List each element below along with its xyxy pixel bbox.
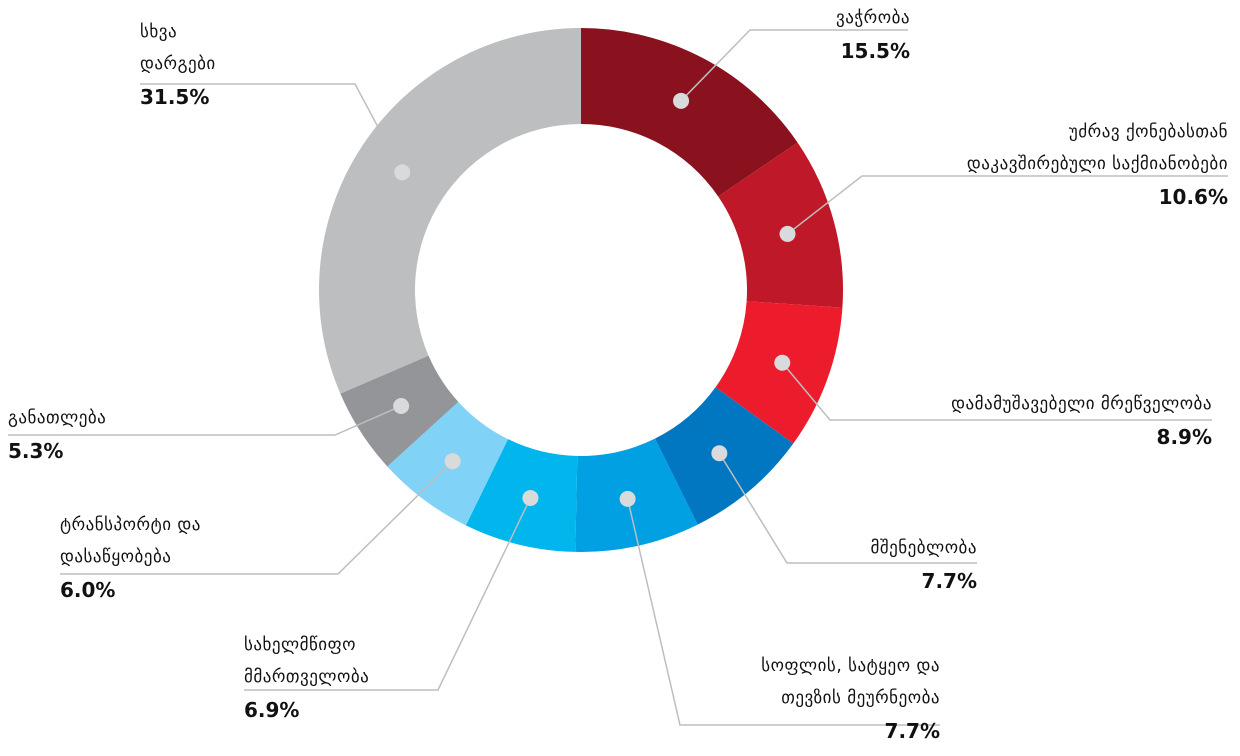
donut-segment [318,28,581,394]
segment-label: სოფლის, სატყეო და თევზის მეურნეობა 7.7% [761,650,940,748]
donut-segment [718,142,843,308]
donut-segment [715,301,843,444]
segment-label: ტრანსპორტი და დასაწყობება 6.0% [60,509,201,607]
leader-dot [673,92,690,109]
category-label: სახელმწიფო მმართველობა [244,635,370,687]
value-label: 8.9% [1156,425,1212,449]
value-label: 7.7% [884,719,940,743]
value-label: 6.9% [244,698,300,722]
segment-label: მშენებლობა 7.7% [870,532,977,598]
donut-segment [575,438,698,552]
leader-dot [711,445,728,462]
segment-label: დამამუშავებელი მრეწველობა 8.9% [951,388,1212,454]
category-label: ვაჭრობა [835,8,910,28]
leader-dot [394,164,411,181]
leader-line [626,498,940,726]
leader-line [718,452,977,564]
category-label: სოფლის, სატყეო და თევზის მეურნეობა [761,656,940,708]
donut-segment [581,28,798,197]
leader-dot [393,397,410,414]
leader-dot [779,225,796,242]
segment-label: სახელმწიფო მმართველობა 6.9% [244,629,369,727]
value-label: 6.0% [60,578,116,602]
leader-dot [619,490,636,507]
category-label: ტრანსპორტი და დასაწყობება [60,515,201,567]
leader-line [787,175,1228,235]
segment-label: ვაჭრობა 15.5% [836,2,910,68]
donut-segment [465,439,578,552]
leader-line [60,460,454,575]
leader-line [781,362,1212,421]
category-label: უძრავ ქონებასთან დაკავშირებული საქმიანობ… [966,122,1228,174]
leader-line [680,29,908,102]
leader-line [140,83,403,173]
segment-label: განათლება 5.3% [8,402,106,468]
leader-line [244,497,532,691]
leader-dot [444,453,461,470]
category-label: მშენებლობა [870,538,977,558]
value-label: 15.5% [840,39,910,63]
category-label: დამამუშავებელი მრეწველობა [951,394,1212,414]
value-label: 5.3% [8,439,64,463]
value-label: 7.7% [921,569,977,593]
segment-label: უძრავ ქონებასთან დაკავშირებული საქმიანობ… [967,116,1228,214]
leader-dot [522,489,539,506]
value-label: 31.5% [140,85,210,109]
value-label: 10.6% [1158,185,1228,209]
category-label: სხვა დარგები [140,22,216,74]
leader-dot [774,354,791,371]
segment-label: სხვა დარგები 31.5% [140,16,216,114]
leader-line [8,405,402,436]
category-label: განათლება [8,408,107,428]
